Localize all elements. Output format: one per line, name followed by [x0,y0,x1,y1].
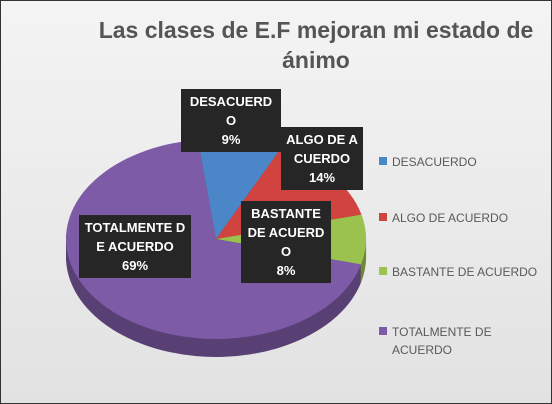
slice [198,138,281,239]
data-label-value: 69% [121,258,149,273]
data-label-value: 9% [221,132,241,147]
legend-swatch [379,267,387,275]
data-label-value: 8% [276,263,296,278]
data-label-category: TOTALMENTE DE ACUERDO [84,220,186,254]
data-label: DESACUERDO 9% [181,89,281,152]
data-label: TOTALMENTE DE ACUERDO 69% [79,215,191,278]
data-label-value: 14% [308,170,336,185]
legend-label: BASTANTE DE ACUERDO [392,265,538,279]
legend-label: ALGO DE ACUERDO [392,211,509,225]
slice [66,139,362,340]
legend-swatch [379,213,387,221]
data-label-category: ALGO DE ACUERDO [286,132,358,166]
legend-swatch [379,327,387,335]
legend-label: DESACUERDO [392,155,477,169]
data-label-category: DESACUERDO [189,94,273,128]
data-label-category: BASTANTE DE ACUERDO [247,206,325,259]
legend-item: ALGO DE ACUERDO [379,209,551,227]
chart-title: Las clases de E.F mejoran mi estado de á… [98,17,534,73]
legend-label: TOTALMENTE DE ACUERDO [392,325,492,357]
legend-item: BASTANTE DE ACUERDO [379,263,551,281]
data-label: BASTANTE DE ACUERDO 8% [241,201,331,283]
legend-item: TOTALMENTE DE ACUERDO [379,323,551,359]
legend-swatch [379,157,387,165]
data-label: ALGO DE ACUERDO 14% [281,127,363,190]
legend-item: DESACUERDO [379,153,551,171]
